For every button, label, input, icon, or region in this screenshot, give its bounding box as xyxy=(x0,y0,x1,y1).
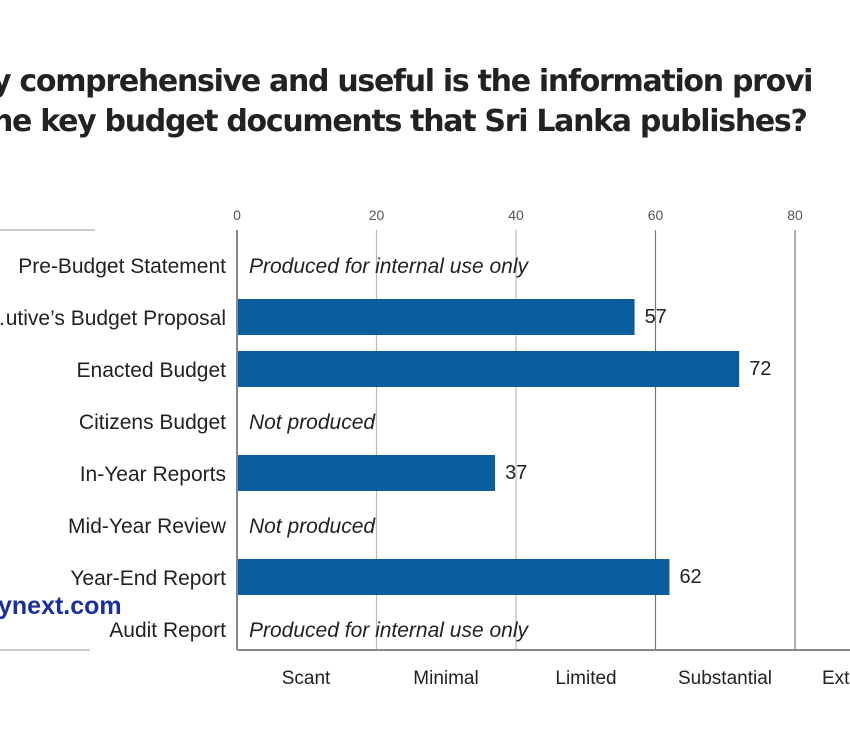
level-label: Substantial xyxy=(678,668,772,689)
category-label: Enacted Budget xyxy=(77,359,227,382)
chart-title: y comprehensive and useful is the inform… xyxy=(0,62,813,142)
category-label: In-Year Reports xyxy=(80,463,226,486)
level-label: Limited xyxy=(555,668,616,689)
data-label: 72 xyxy=(749,358,771,380)
x-tick-label: 60 xyxy=(648,207,664,223)
title-line-2: he key budget documents that Sri Lanka p… xyxy=(0,104,808,139)
bar xyxy=(238,299,635,335)
level-label: Scant xyxy=(282,668,331,689)
note-label: Not produced xyxy=(249,411,376,434)
category-label: Pre-Budget Statement xyxy=(18,255,226,278)
title-line-1: y comprehensive and useful is the inform… xyxy=(0,64,813,99)
data-label: 37 xyxy=(505,462,527,484)
level-label: Ext… xyxy=(822,668,850,689)
x-tick-label: 80 xyxy=(787,207,803,223)
category-label: Year-End Report xyxy=(70,567,226,590)
data-label: 57 xyxy=(645,306,667,328)
category-label: …utive’s Budget Proposal xyxy=(0,307,226,330)
x-tick-label: 20 xyxy=(369,207,385,223)
bar xyxy=(238,351,740,387)
bar xyxy=(238,559,670,595)
level-label: Minimal xyxy=(413,668,478,689)
x-tick-label: 0 xyxy=(233,207,241,223)
category-label: Mid-Year Review xyxy=(68,515,227,538)
category-label: Audit Report xyxy=(109,619,226,642)
data-label: 62 xyxy=(679,566,701,588)
x-tick-label: 40 xyxy=(508,207,524,223)
note-label: Not produced xyxy=(249,515,376,538)
category-label: Citizens Budget xyxy=(79,411,226,434)
bar xyxy=(238,455,496,491)
note-label: Produced for internal use only xyxy=(249,255,529,278)
watermark: ynext.com xyxy=(0,592,122,620)
note-label: Produced for internal use only xyxy=(249,619,529,642)
